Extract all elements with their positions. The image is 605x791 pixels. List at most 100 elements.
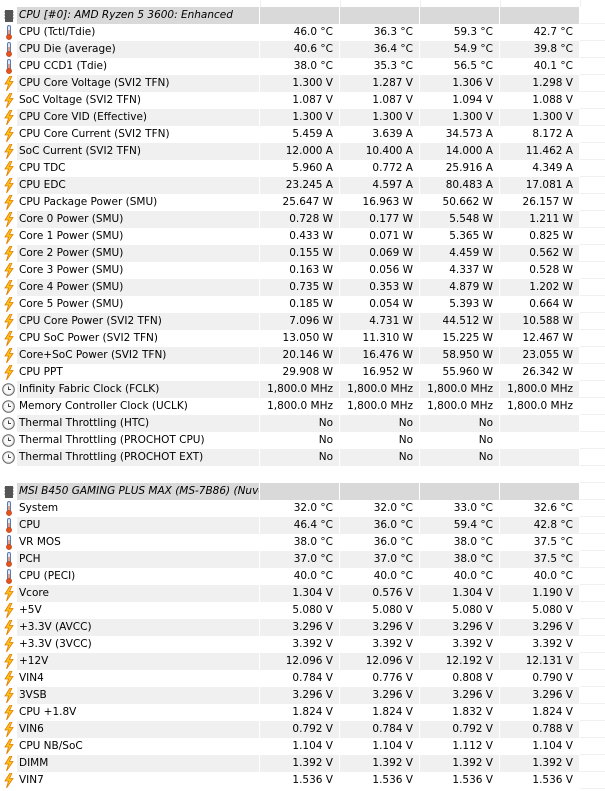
sensor-row[interactable]: +12V 12.096 V 12.096 V 12.192 V 12.131 V [0,653,605,670]
sensor-row[interactable]: +5V 5.080 V 5.080 V 5.080 V 5.080 V [0,602,605,619]
row-filler [580,449,605,466]
current-value: 7.096 W [260,313,340,330]
sensor-row[interactable]: CPU SoC Power (SVI2 TFN) 13.050 W 11.310 W… [0,330,605,347]
thermometer-icon [0,58,17,75]
minimum-value: 0.056 W [340,262,420,279]
sensor-row[interactable]: DIMM 1.392 V 1.392 V 1.392 V 1.392 V [0,755,605,772]
sensor-row[interactable]: Infinity Fabric Clock (FCLK) 1,800.0 MHz 1… [0,381,605,398]
sensor-row[interactable]: Core+SoC Power (SVI2 TFN) 20.146 W 16.476 … [0,347,605,364]
row-filler [580,245,605,262]
maximum-value: 38.0 °C [420,534,500,551]
sensor-row[interactable]: +3.3V (AVCC) 3.296 V 3.296 V 3.296 V 3.296 V [0,619,605,636]
lightning-icon [0,92,17,109]
sensor-name-cell [0,466,260,483]
sensor-row[interactable]: CPU Core Current (SVI2 TFN) 5.459 A 3.639 … [0,126,605,143]
sensor-row[interactable]: CPU PPT 29.908 W 16.952 W 55.960 W 26.342 W [0,364,605,381]
average-value: 1.104 V [500,738,580,755]
minimum-value: 1.087 V [340,92,420,109]
sensor-row[interactable]: CPU Core Voltage (SVI2 TFN) 1.300 V 1.287 … [0,75,605,92]
sensor-row[interactable]: VIN4 0.784 V 0.776 V 0.808 V 0.790 V [0,670,605,687]
average-value: 1,800.0 MHz [500,398,580,415]
sensor-row[interactable]: Thermal Throttling (HTC) No No No [0,415,605,432]
sensor-row[interactable]: CPU EDC 23.245 A 4.597 A 80.483 A 17.081 A [0,177,605,194]
sensor-label: CPU CCD1 (Tdie) [17,58,259,75]
row-filler [580,755,605,772]
sensor-row[interactable]: Vcore 1.304 V 0.576 V 1.304 V 1.190 V [0,585,605,602]
sensor-row[interactable]: VIN7 1.536 V 1.536 V 1.536 V 1.536 V [0,772,605,789]
maximum-value: 5.393 W [420,296,500,313]
lightning-icon [0,755,17,772]
maximum-value: 1,800.0 MHz [420,398,500,415]
sensor-row[interactable]: CPU (PECI) 40.0 °C 40.0 °C 40.0 °C 40.0 °C [0,568,605,585]
maximum-value: 4.879 W [420,279,500,296]
lightning-icon [0,704,17,721]
maximum-value: 80.483 A [420,177,500,194]
clock-icon [0,432,17,449]
sensor-row[interactable]: CPU CCD1 (Tdie) 38.0 °C 35.3 °C 56.5 °C 40.1… [0,58,605,75]
sensor-row[interactable]: CPU TDC 5.960 A 0.772 A 25.916 A 4.349 A [0,160,605,177]
sensor-name-cell: CPU (PECI) [0,568,260,585]
maximum-value: 0.792 V [420,721,500,738]
sensor-label: VR MOS [17,534,259,551]
section-header[interactable]: MSI B450 GAMING PLUS MAX (MS-7B86) (Nuvo… [0,483,605,500]
minimum-value: 36.3 °C [340,24,420,41]
sensor-name-cell: +3.3V (AVCC) [0,619,260,636]
sensor-row[interactable]: CPU NB/SoC 1.104 V 1.104 V 1.112 V 1.104 V [0,738,605,755]
sensor-row[interactable]: CPU Die (average) 40.6 °C 36.4 °C 54.9 °C 39… [0,41,605,58]
average-value: 32.6 °C [500,500,580,517]
average-value: 42.7 °C [500,24,580,41]
sensor-name-cell: VIN7 [0,772,260,789]
row-filler [580,721,605,738]
average-value [500,432,580,449]
sensor-label: Vcore [17,585,259,602]
sensor-row[interactable]: VIN6 0.792 V 0.784 V 0.792 V 0.788 V [0,721,605,738]
thermometer-icon [0,517,17,534]
sensor-row[interactable]: CPU +1.8V 1.824 V 1.824 V 1.832 V 1.824 V [0,704,605,721]
sensor-row[interactable]: 3VSB 3.296 V 3.296 V 3.296 V 3.296 V [0,687,605,704]
sensor-row[interactable]: CPU 46.4 °C 36.0 °C 59.4 °C 42.8 °C [0,517,605,534]
current-value: 12.096 V [260,653,340,670]
sensor-row[interactable]: CPU (Tctl/Tdie) 46.0 °C 36.3 °C 59.3 °C 42.7… [0,24,605,41]
row-filler [580,262,605,279]
blank-row[interactable] [0,466,605,483]
sensor-label: Infinity Fabric Clock (FCLK) [17,381,259,398]
sensor-row[interactable]: CPU Core VID (Effective) 1.300 V 1.300 V 1.… [0,109,605,126]
row-filler [580,636,605,653]
sensor-row[interactable]: +3.3V (3VCC) 3.392 V 3.392 V 3.392 V 3.392 V [0,636,605,653]
lightning-icon [0,160,17,177]
sensor-row[interactable]: Thermal Throttling (PROCHOT EXT) No No No [0,449,605,466]
sensor-row[interactable]: Memory Controller Clock (UCLK) 1,800.0 MH… [0,398,605,415]
sensor-row[interactable]: SoC Current (SVI2 TFN) 12.000 A 10.400 A 14… [0,143,605,160]
sensor-row[interactable]: SoC Voltage (SVI2 TFN) 1.087 V 1.087 V 1.09… [0,92,605,109]
lightning-icon [0,585,17,602]
row-filler [580,415,605,432]
average-value: 1.392 V [500,755,580,772]
sensor-row[interactable]: PCH 37.0 °C 37.0 °C 38.0 °C 37.5 °C [0,551,605,568]
column-divider [420,0,421,7]
current-value: 0.735 W [260,279,340,296]
sensor-row[interactable]: Thermal Throttling (PROCHOT CPU) No No No [0,432,605,449]
row-filler [580,687,605,704]
clock-icon [0,415,17,432]
sensor-name-cell: +3.3V (3VCC) [0,636,260,653]
average-value: 3.392 V [500,636,580,653]
row-filler [580,228,605,245]
section-header[interactable]: CPU [#0]: AMD Ryzen 5 3600: Enhanced [0,7,605,24]
minimum-value: No [340,432,420,449]
sensor-row[interactable]: System 32.0 °C 32.0 °C 33.0 °C 32.6 °C [0,500,605,517]
sensor-row[interactable]: VR MOS 38.0 °C 36.0 °C 38.0 °C 37.5 °C [0,534,605,551]
sensor-name-cell: SoC Current (SVI2 TFN) [0,143,260,160]
maximum-value: 54.9 °C [420,41,500,58]
sensor-label: Core 4 Power (SMU) [17,279,259,296]
row-filler [580,313,605,330]
minimum-value: 3.639 A [340,126,420,143]
minimum-value: 4.597 A [340,177,420,194]
